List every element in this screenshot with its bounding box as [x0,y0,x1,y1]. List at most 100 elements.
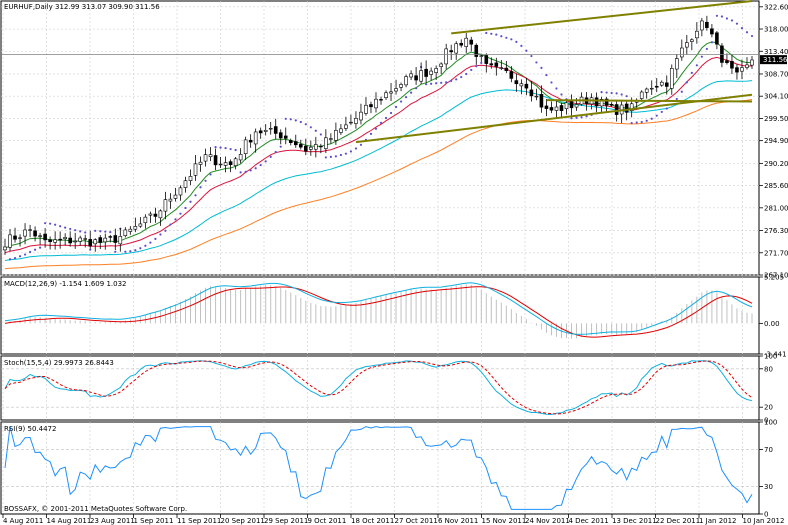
psar-dot [214,146,217,149]
candle-body [499,67,504,69]
psar-dot [369,132,373,135]
psar-dot [409,91,413,94]
psar-dot [124,250,127,253]
candle-body [599,98,604,107]
psar-dot [339,153,342,157]
candle-body [208,154,213,158]
support-a-line [546,99,753,103]
x-tick-label: 20 Sep 2011 [221,517,265,525]
candle-body [509,71,514,79]
candle-body [594,97,599,107]
candle-body [213,155,218,166]
psar-dot [154,237,157,240]
psar-dot [94,229,97,232]
candle-body [434,68,438,73]
candle-body [193,163,198,176]
candle-body [539,94,544,108]
price-tick-label: 318.00 [764,26,788,34]
candle-body [464,37,469,47]
macd-tick-label: -3.441 [764,351,787,359]
candle-body [68,237,72,244]
psar-dot [49,222,52,225]
candle-body [479,55,484,57]
psar-dot [389,111,393,115]
trendlines [1,0,759,144]
stoch-tick-label: 0 [764,417,768,425]
macd-tick-label: 0.00 [764,320,780,328]
psar-dot [460,75,463,79]
psar-dot [640,120,643,124]
psar-dot [319,133,322,136]
psar-dot [475,65,478,68]
psar-dot [580,116,583,119]
psar-dot [394,105,398,109]
psar-dot [620,93,623,96]
candle-body [23,229,27,237]
psar-dot [279,145,282,148]
psar-dot [224,146,227,150]
psar-dot [204,179,207,182]
candle-body [459,42,464,46]
psar-dot [139,247,142,250]
candle-body [379,99,383,101]
x-tick-label: 14 Aug 2011 [47,517,92,525]
candle-body [669,68,674,89]
psar-dot [570,117,573,120]
psar-dot [515,40,518,43]
psar-dot [740,27,744,30]
psar-dot [104,230,107,233]
candle-body [238,154,243,161]
psar-dot [384,116,388,120]
candle-body [118,236,123,245]
psar-dot [18,255,22,258]
candle-body [399,84,403,88]
candle-body [740,67,744,72]
x-tick-label: 23 Aug 2011 [90,517,135,525]
candle-body [178,187,183,196]
psar-dot [109,230,112,234]
rsi-panel-title: RSI(9) 50.4472 [4,425,56,433]
candle-body [268,128,273,130]
candle-body [649,87,654,90]
psar-dot [234,148,237,152]
candle-body [298,144,303,148]
candle-body [680,47,684,58]
indicator-lines [1,282,759,510]
candle-body [449,50,453,53]
psar-dot [715,14,719,17]
candle-body [58,238,62,241]
x-tick-label: 4 Dec 2011 [569,517,609,525]
psar-dot [199,186,202,189]
candle-body [414,75,418,81]
candle-body [83,238,88,240]
candle-body [710,28,714,35]
candle-body [674,58,679,70]
macd-signal-line [4,286,753,338]
psar-dot [440,81,443,84]
psar-dot [249,169,252,172]
psar-dot [179,212,182,215]
candle-body [750,59,754,66]
psar-dot [314,129,317,132]
psar-dot [745,31,749,34]
psar-dot [59,225,62,228]
rsi-tick-label: 0 [764,511,768,519]
psar-dot [194,194,197,197]
macd-main-line [4,282,753,335]
price-tick-label: 322.60 [764,3,788,11]
candle-body [98,237,103,243]
psar-dot [89,248,92,251]
candle-body [3,246,7,251]
stoch-tick-label: 80 [764,365,773,373]
candle-body [183,180,188,188]
price-tick-label: 290.20 [764,160,788,168]
candle-body [409,73,413,78]
candle-body [78,237,83,242]
psar-dot [615,92,618,95]
psar-dot [229,147,232,151]
candle-body [474,44,479,57]
candle-body [153,213,158,217]
psar-dot [174,218,177,221]
